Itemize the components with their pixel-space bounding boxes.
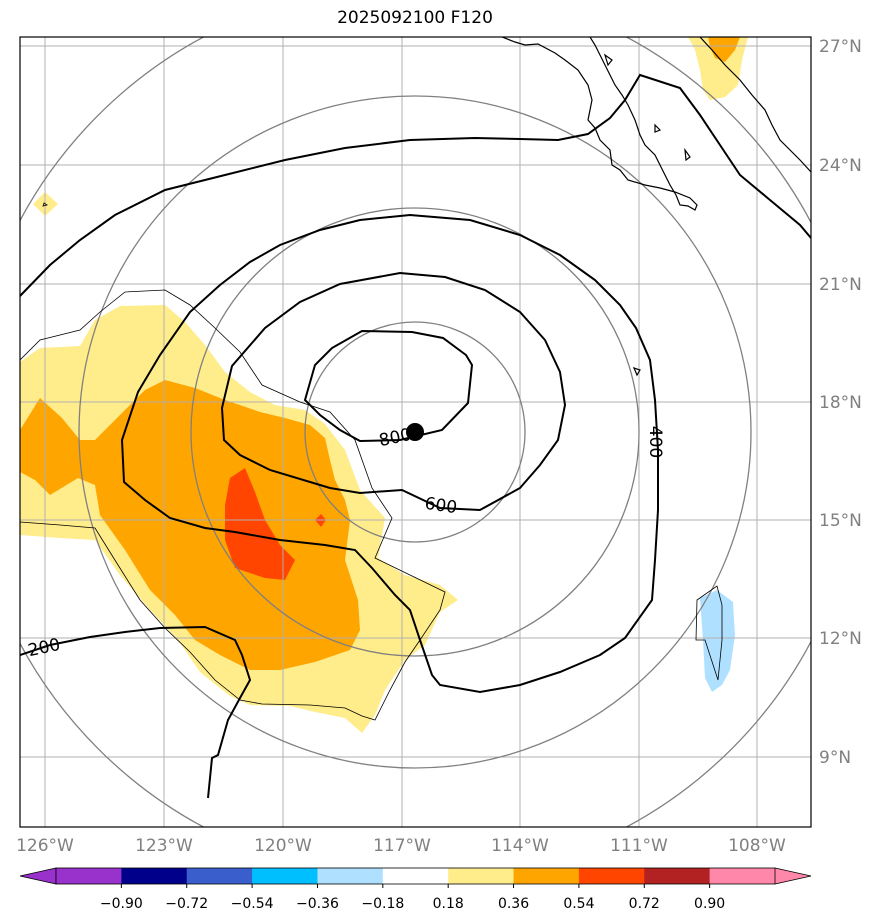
map-area: 800 600 400 200	[20, 37, 811, 827]
lon-label: 111°W	[610, 836, 668, 856]
lat-label: 21°N	[819, 275, 862, 295]
colorbar-segment	[186, 868, 253, 884]
colorbar-label: 0.54	[563, 896, 594, 912]
anomaly-outlines	[20, 202, 723, 721]
positive-anomaly-top-orange	[708, 37, 740, 62]
lat-label: 24°N	[819, 156, 862, 176]
positive-anomaly-red	[225, 468, 295, 580]
coastline	[501, 37, 811, 377]
lon-label: 123°W	[135, 836, 193, 856]
negative-anomaly-light-blue	[700, 590, 735, 692]
colorbar-segment	[382, 868, 449, 884]
colorbar-segment	[317, 868, 384, 884]
colorbar-segment	[644, 868, 711, 884]
colorbar-label: −0.90	[100, 896, 143, 912]
colorbar-segment	[513, 868, 580, 884]
colorbar-label: −0.72	[165, 896, 208, 912]
colorbar-label: 0.90	[694, 896, 725, 912]
shaded-anomaly-field	[20, 37, 748, 733]
colorbar-under-triangle	[19, 867, 57, 885]
colorbar-label: −0.18	[361, 896, 404, 912]
lon-label: 120°W	[254, 836, 312, 856]
contour-label-800: 800	[377, 425, 413, 451]
colorbar-segment	[252, 868, 318, 884]
colorbar-segment	[448, 868, 515, 884]
graticule	[20, 37, 811, 827]
colorbar-segment	[56, 868, 122, 884]
colorbar: −0.90 −0.72 −0.54 −0.36 −0.18 0.18 0.36 0.54 0.7…	[19, 867, 812, 912]
lon-label: 114°W	[491, 836, 549, 856]
longitude-labels: 126°W 123°W 120°W 117°W 114°W 111°W 108°…	[16, 836, 786, 856]
range-rings	[20, 37, 811, 827]
colorbar-over-triangle	[774, 867, 812, 885]
positive-anomaly-orange	[20, 380, 360, 670]
colorbar-label: −0.54	[231, 896, 274, 912]
lat-label: 15°N	[819, 511, 862, 531]
lat-label: 27°N	[819, 37, 862, 57]
height-contours	[20, 73, 811, 799]
colorbar-segment	[121, 868, 188, 884]
contour-label-600: 600	[423, 494, 458, 518]
lat-label: 12°N	[819, 629, 862, 649]
lat-label: 18°N	[819, 393, 862, 413]
contour-600	[220, 271, 567, 512]
contour-800	[303, 329, 474, 443]
contour-200-upper	[20, 73, 811, 297]
colorbar-label: 0.72	[629, 896, 660, 912]
contour-label-200: 200	[26, 635, 62, 661]
colorbar-segment	[578, 868, 645, 884]
colorbar-segment	[709, 868, 776, 884]
contour-label-400: 400	[645, 426, 665, 458]
lat-label: 9°N	[819, 748, 851, 768]
lon-label: 108°W	[728, 836, 786, 856]
latitude-labels: 27°N 24°N 21°N 18°N 15°N 12°N 9°N	[819, 37, 862, 768]
colorbar-label: −0.36	[296, 896, 339, 912]
contour-400	[120, 213, 659, 694]
map-frame	[19, 36, 812, 828]
lon-label: 117°W	[373, 836, 431, 856]
lon-label: 126°W	[16, 836, 74, 856]
positive-anomaly-top-light-yellow	[688, 37, 748, 100]
colorbar-label: 0.36	[498, 896, 529, 912]
map-title: 2025092100 F120	[337, 8, 493, 28]
contour-200	[20, 625, 252, 799]
storm-center-marker	[406, 423, 424, 441]
colorbar-label: 0.18	[433, 896, 464, 912]
